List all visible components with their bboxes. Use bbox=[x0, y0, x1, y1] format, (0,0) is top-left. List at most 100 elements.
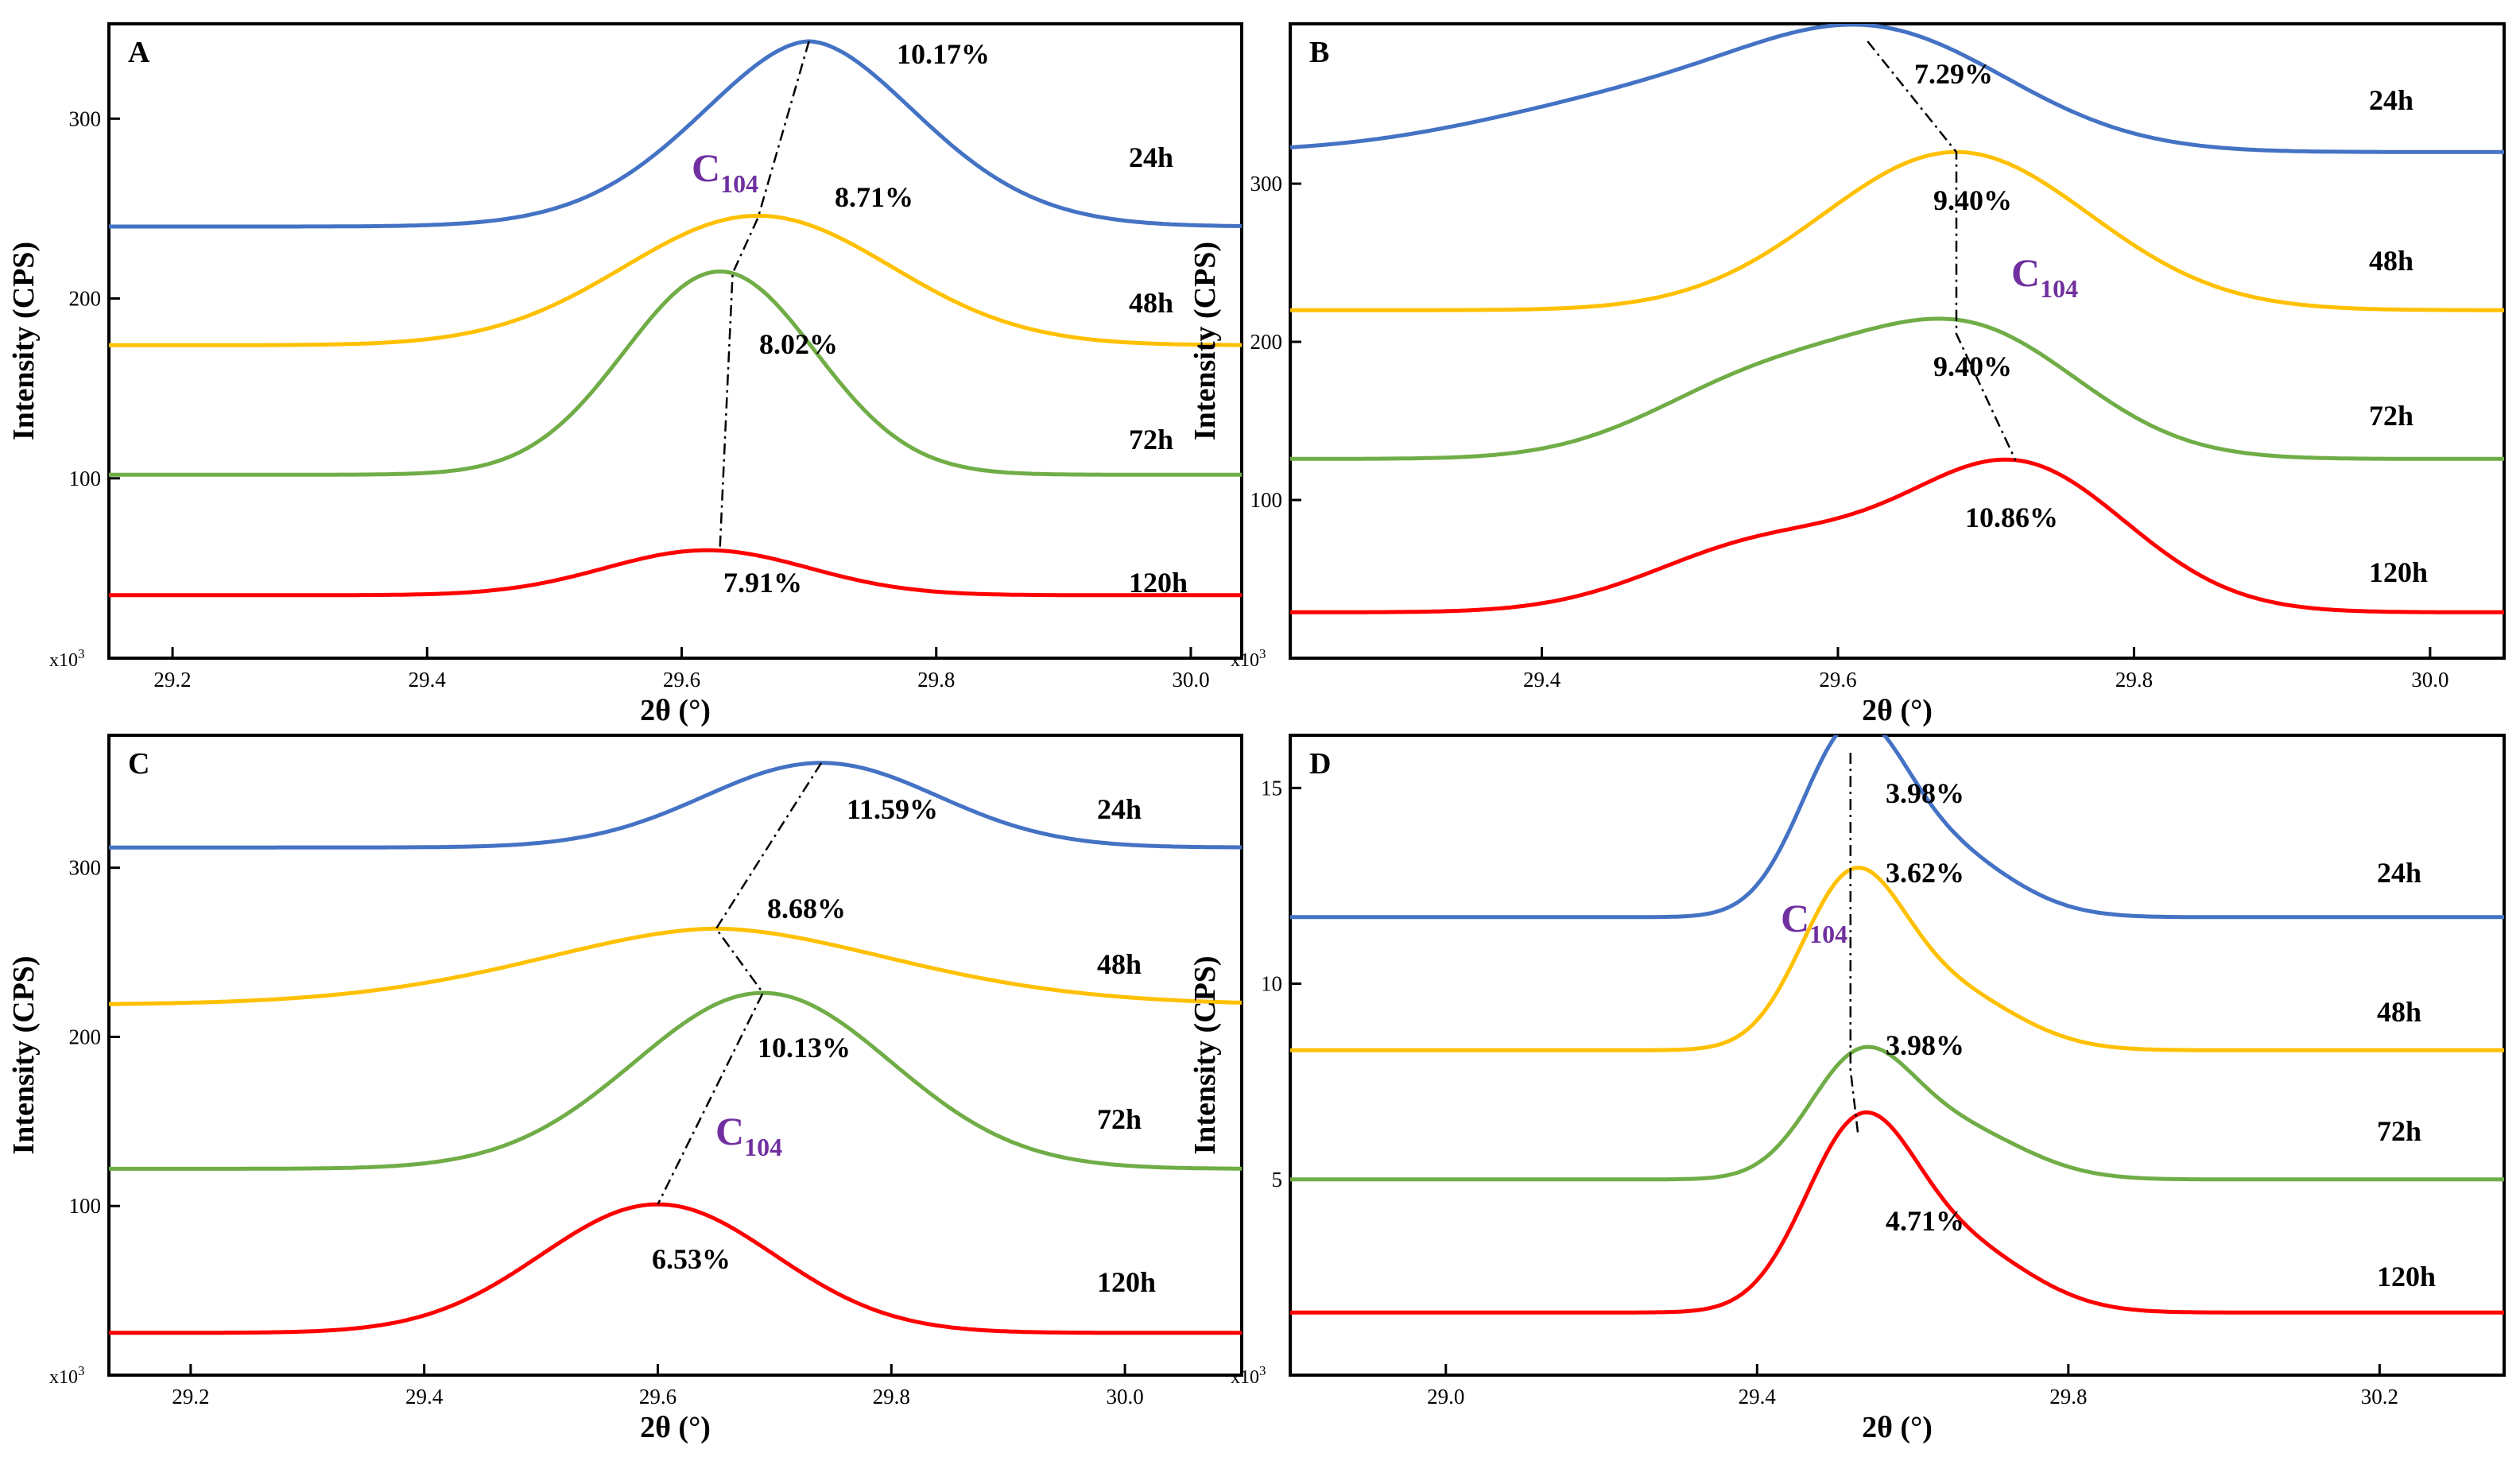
x-tick-label: 29.8 bbox=[2049, 1385, 2087, 1409]
plot-frame bbox=[107, 22, 1243, 660]
plot-frame bbox=[1289, 734, 2506, 1377]
x-tick-label: 29.6 bbox=[639, 1385, 677, 1409]
series-line-72h bbox=[1290, 1044, 2504, 1182]
percent-label: 7.29% bbox=[1914, 58, 1993, 90]
peak-shift-line bbox=[657, 762, 823, 1205]
series-label-48h: 48h bbox=[2377, 996, 2421, 1028]
x-tick-label: 29.4 bbox=[409, 668, 447, 692]
percent-label: 8.02% bbox=[759, 328, 838, 360]
series-line-72h bbox=[109, 269, 1242, 477]
y-axis-title: Intensity (CPS) bbox=[1188, 242, 1222, 440]
series-label-72h: 72h bbox=[2369, 400, 2413, 432]
x-tick-label: 29.4 bbox=[405, 1385, 444, 1409]
panel-C: C 29.2 29.4 29.6 29.8 30.0 100 200 300 x103 2θ (°)… bbox=[7, 734, 1243, 1444]
series-label-48h: 48h bbox=[1097, 948, 1142, 980]
x-axis-title: 2θ (°) bbox=[1862, 694, 1933, 727]
y-tick-label: 10 bbox=[1261, 972, 1282, 996]
series-label-24h: 24h bbox=[1097, 793, 1142, 825]
x-tick-label: 29.8 bbox=[917, 668, 955, 692]
series-label-72h: 72h bbox=[1129, 424, 1173, 455]
y-axis-title: Intensity (CPS) bbox=[7, 242, 41, 440]
series-label-72h: 72h bbox=[1097, 1103, 1142, 1135]
series-line-24h bbox=[109, 761, 1242, 850]
x-tick-label: 30.0 bbox=[1106, 1385, 1143, 1409]
x-tick-label: 29.8 bbox=[873, 1385, 910, 1409]
percent-label: 4.71% bbox=[1886, 1205, 1964, 1237]
x-tick-label: 29.4 bbox=[1739, 1385, 1777, 1409]
series-label-120h: 120h bbox=[2377, 1261, 2436, 1292]
panel-A: A 29.2 29.4 29.6 29.8 30.0 100 200 300 x103 2θ (°)… bbox=[7, 22, 1243, 727]
percent-label: 9.40% bbox=[1933, 184, 2012, 216]
peak-shift-line bbox=[1849, 753, 1859, 1137]
series-line-48h bbox=[109, 926, 1242, 1006]
percent-label: 10.13% bbox=[758, 1032, 851, 1064]
series-label-24h: 24h bbox=[2377, 857, 2421, 889]
y-tick-label: 100 bbox=[69, 1194, 102, 1218]
y-tick-label: 200 bbox=[1250, 330, 1283, 354]
series-line-24h bbox=[1290, 24, 2504, 154]
y-axis-title: Intensity (CPS) bbox=[7, 955, 41, 1154]
percent-label: 6.53% bbox=[652, 1243, 731, 1275]
y-tick-label: 15 bbox=[1261, 776, 1282, 800]
series-line-72h bbox=[109, 990, 1242, 1171]
panel-B: B 29.4 29.6 29.8 30.0 100 200 300 x103 2θ (°) Inte… bbox=[1188, 22, 2506, 727]
percent-label: 10.86% bbox=[1965, 502, 2058, 533]
series-line-120h bbox=[1290, 457, 2504, 614]
x-axis-title: 2θ (°) bbox=[1862, 1411, 1933, 1444]
x-tick-label: 30.0 bbox=[1172, 668, 1209, 692]
plot-frame bbox=[1289, 22, 2506, 660]
x-tick-label: 30.0 bbox=[2411, 668, 2448, 692]
series-label-48h: 48h bbox=[2369, 245, 2413, 277]
y-tick-label: 100 bbox=[69, 467, 102, 490]
y-tick-label: 300 bbox=[69, 856, 102, 880]
x-axis-title: 2θ (°) bbox=[640, 1411, 711, 1444]
y-tick-label: 200 bbox=[69, 287, 102, 311]
peak-shift-line bbox=[1867, 41, 2017, 461]
x-tick-label: 29.0 bbox=[1427, 1385, 1464, 1409]
series-line-120h bbox=[1290, 1110, 2504, 1315]
peak-shift-line bbox=[719, 41, 810, 551]
y-tick-label: 300 bbox=[69, 107, 102, 130]
percent-label: 11.59% bbox=[847, 793, 938, 825]
panel-letter: B bbox=[1309, 36, 1329, 69]
percent-label: 8.68% bbox=[767, 893, 846, 924]
percent-label: 3.98% bbox=[1886, 777, 1964, 809]
y-unit-label: x103 bbox=[1231, 1363, 1266, 1388]
x-axis-title: 2θ (°) bbox=[640, 694, 711, 727]
series-label-24h: 24h bbox=[2369, 84, 2413, 116]
plot-frame bbox=[107, 734, 1243, 1377]
x-tick-label: 29.4 bbox=[1523, 668, 1561, 692]
x-tick-label: 29.6 bbox=[663, 668, 700, 692]
x-tick-label: 29.8 bbox=[2115, 668, 2153, 692]
panel-letter: A bbox=[128, 36, 150, 69]
x-tick-label: 29.2 bbox=[172, 1385, 209, 1409]
panel-letter: C bbox=[128, 747, 149, 781]
series-line-48h bbox=[1290, 149, 2504, 312]
x-tick-label: 29.2 bbox=[153, 668, 191, 692]
series-line-48h bbox=[1290, 866, 2504, 1052]
series-line-120h bbox=[109, 1202, 1242, 1335]
c104-label: C104 bbox=[2011, 250, 2078, 303]
series-line-72h bbox=[1290, 316, 2504, 461]
y-unit-label: x103 bbox=[49, 1363, 85, 1388]
percent-label: 7.91% bbox=[723, 567, 802, 599]
c104-label: C104 bbox=[1781, 896, 1847, 948]
y-tick-label: 100 bbox=[1250, 488, 1283, 512]
series-label-120h: 120h bbox=[1129, 567, 1188, 599]
y-unit-label: x103 bbox=[49, 646, 85, 671]
panel-letter: D bbox=[1309, 747, 1331, 781]
x-tick-label: 30.2 bbox=[2361, 1385, 2398, 1409]
series-label-48h: 48h bbox=[1129, 287, 1173, 319]
series-label-72h: 72h bbox=[2377, 1115, 2421, 1147]
y-tick-label: 5 bbox=[1272, 1168, 1283, 1192]
y-tick-label: 200 bbox=[69, 1025, 102, 1048]
y-axis-title: Intensity (CPS) bbox=[1188, 955, 1222, 1154]
series-line-24h bbox=[1290, 735, 2504, 920]
percent-label: 9.40% bbox=[1933, 351, 2012, 382]
c104-label: C104 bbox=[692, 145, 758, 198]
series-label-120h: 120h bbox=[1097, 1266, 1156, 1298]
c104-label: C104 bbox=[715, 1109, 782, 1161]
series-label-24h: 24h bbox=[1129, 141, 1173, 173]
panel-D: D 29.0 29.4 29.8 30.2 5 10 15 x103 2θ (°) Intensit… bbox=[1188, 734, 2506, 1444]
